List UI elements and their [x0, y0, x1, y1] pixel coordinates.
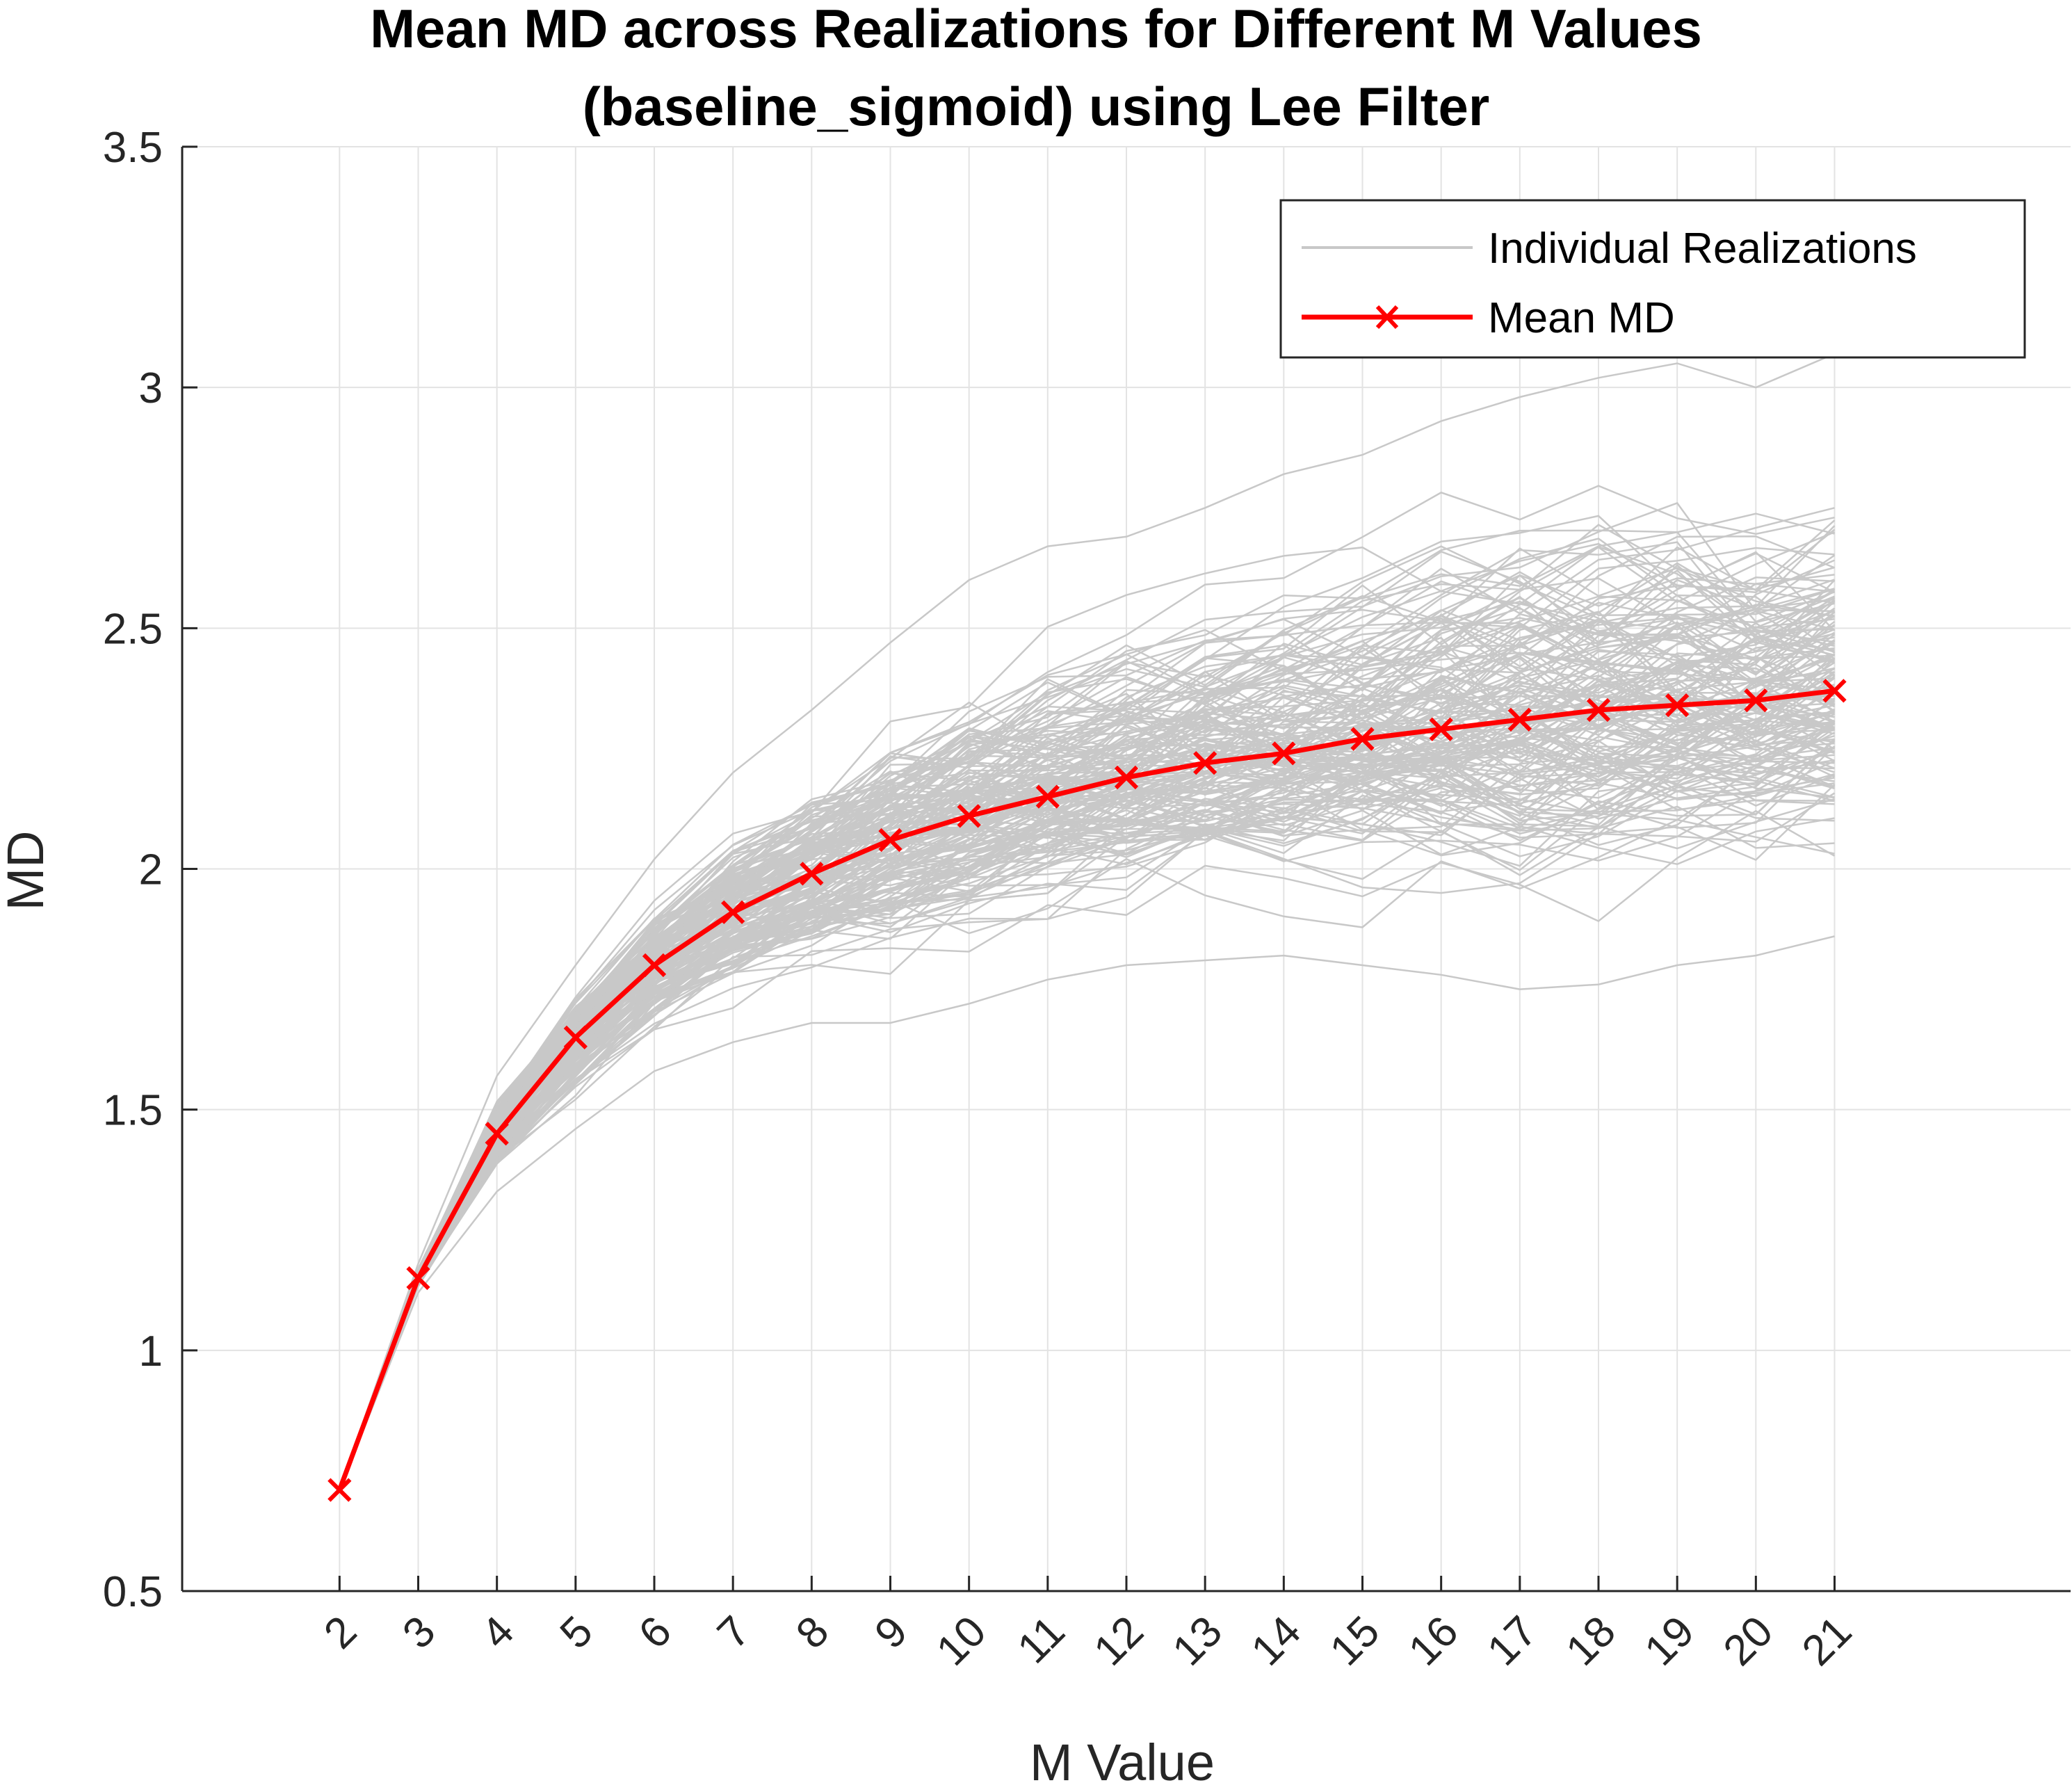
mean-md-series — [327, 679, 1847, 1502]
realization-line — [339, 524, 1835, 1491]
x-axis-label: M Value — [1030, 1734, 1215, 1783]
realization-line — [339, 649, 1836, 1491]
legend-label-individual-realizations: Individual Realizations — [1488, 225, 1917, 273]
mean-md-marker — [957, 804, 981, 828]
realization-line — [339, 747, 1836, 1491]
realization-line — [339, 754, 1835, 1491]
mean-md-marker — [1665, 693, 1690, 718]
realization-line — [339, 546, 1835, 1491]
realization-line — [339, 741, 1835, 1491]
realization-line — [339, 515, 1836, 1491]
mean-md-line — [337, 688, 1835, 1491]
y-tick-label-2: 2 — [139, 846, 163, 894]
legend-box — [1279, 199, 2026, 359]
realization-line — [339, 722, 1836, 1491]
realization-line — [339, 579, 1836, 1491]
y-tick-label-1: 1 — [139, 1328, 163, 1375]
realization-line — [339, 706, 1836, 1491]
individual-realizations-lines — [339, 353, 1836, 1491]
realization-line — [339, 610, 1836, 1491]
realization-line — [339, 704, 1835, 1491]
realization-line — [339, 790, 1835, 1491]
chart-subtitle: (baseline_sigmoid) using Lee Filter — [583, 76, 1490, 137]
realization-line — [339, 628, 1835, 1491]
mean-md-marker — [485, 1122, 509, 1146]
axes — [181, 145, 2071, 1592]
y-tick-label-3: 3 — [139, 364, 163, 412]
realization-line — [339, 766, 1835, 1491]
realization-line-lower-envelope — [339, 935, 1835, 1491]
mean-md-marker — [1272, 741, 1296, 766]
y-tick-labels: 0.5 1 1.5 2 2.5 3 3.5 — [103, 124, 163, 1616]
realization-line — [339, 765, 1835, 1491]
realization-line — [339, 621, 1836, 1491]
realization-line — [339, 737, 1835, 1491]
realization-line — [339, 607, 1835, 1491]
mean-md-marker — [1429, 717, 1453, 741]
mean-md-marker — [1114, 765, 1139, 790]
mean-md-marker — [1193, 751, 1217, 775]
mean-md-marker — [1350, 727, 1375, 751]
y-tick-label-3.5: 3.5 — [103, 124, 163, 172]
realization-line — [339, 678, 1835, 1491]
realization-line — [339, 671, 1836, 1491]
mean-md-marker — [878, 828, 903, 853]
mean-md-marker — [1035, 784, 1060, 809]
mean-md-marker — [563, 1025, 588, 1049]
mean-md-marker — [1744, 688, 1768, 713]
mean-md-marker — [800, 862, 824, 886]
mean-md-marker — [327, 1478, 352, 1502]
mean-md-marker — [406, 1266, 430, 1291]
realization-line — [339, 485, 1835, 1491]
realization-line — [339, 550, 1836, 1491]
y-axis-label: MD — [0, 830, 54, 910]
legend: Individual Realizations Mean MD — [1279, 199, 2026, 359]
realization-line — [339, 541, 1835, 1491]
chart-title: Mean MD across Realizations for Differen… — [370, 0, 1702, 59]
realization-line — [339, 695, 1835, 1491]
legend-label-mean-md: Mean MD — [1488, 294, 1675, 342]
realization-line-upper-envelope — [339, 353, 1835, 1491]
mean-md-marker — [1507, 707, 1532, 732]
realization-line — [339, 738, 1836, 1491]
y-tick-label-2.5: 2.5 — [103, 605, 163, 653]
realization-line — [339, 818, 1835, 1491]
realization-line — [339, 784, 1836, 1491]
legend-marker-mean-md — [1375, 305, 1399, 330]
realization-line — [339, 519, 1836, 1491]
mean-md-marker — [721, 900, 745, 924]
realization-line — [339, 588, 1836, 1491]
realization-line — [339, 546, 1835, 1491]
mean-md-marker — [1822, 679, 1847, 703]
y-tick-label-0.5: 0.5 — [103, 1568, 163, 1616]
mean-md-marker — [642, 953, 667, 978]
mean-md-marker — [1586, 697, 1611, 723]
y-tick-label-1.5: 1.5 — [103, 1087, 163, 1135]
realization-line — [339, 809, 1836, 1491]
